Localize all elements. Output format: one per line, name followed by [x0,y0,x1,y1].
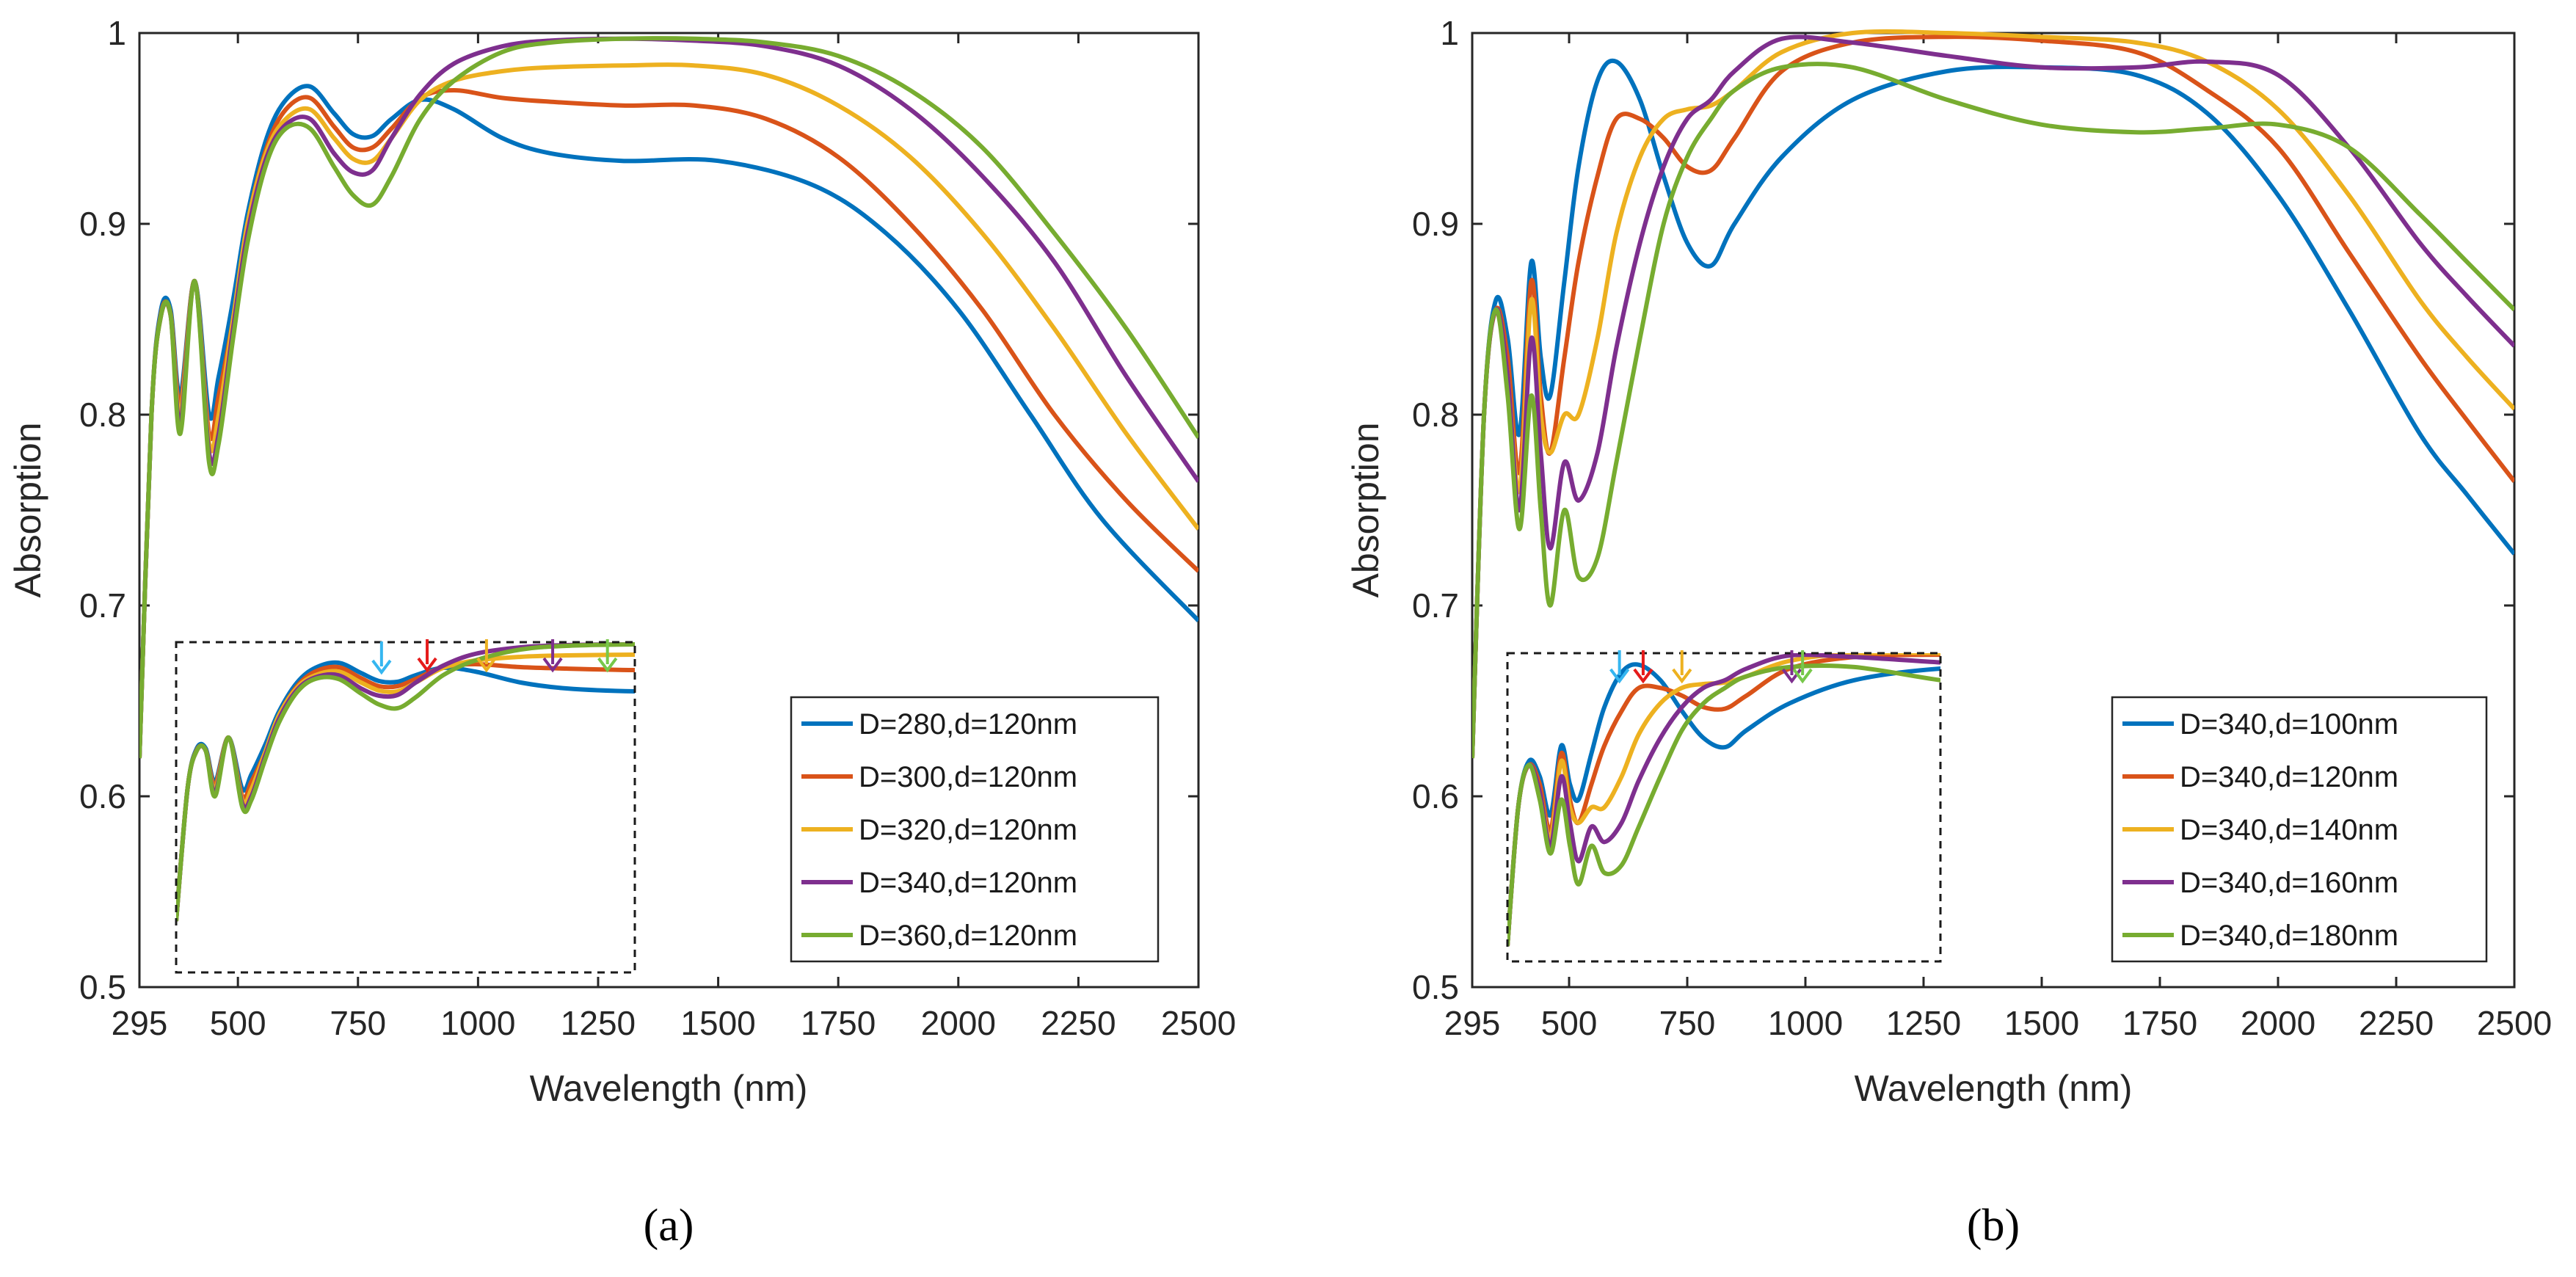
x-tick-label: 2000 [2241,1004,2315,1042]
y-axis-label: Absorption [7,422,48,597]
peak-arrow-1 [1609,650,1630,684]
peak-arrow-5 [1792,650,1813,684]
peak-arrow-head [542,657,563,673]
x-axis-label: Wavelength (nm) [530,1068,808,1109]
x-tick-label: 295 [1444,1004,1501,1042]
panel-caption: (b) [1967,1201,2020,1251]
peak-arrow-head [1609,668,1630,684]
peak-arrow-head [1792,668,1813,684]
x-tick-label: 1000 [440,1004,515,1042]
legend-label-5: D=340,d=180nm [2180,920,2398,952]
y-tick-label: 0.7 [79,586,126,625]
x-tick-label: 2500 [2477,1004,2552,1042]
peak-arrow-3 [476,639,497,673]
panel-b-chart: 295 500 750 1000 1250 1500 1750 2000 2250 2500 0.5… [1345,14,2552,1251]
y-tick-label: 0.5 [1412,968,1459,1006]
series-line-5 [139,36,1198,759]
x-tick-label: 1750 [801,1004,876,1042]
x-tick-label: 2250 [1041,1004,1116,1042]
y-tick-label: 1 [1440,14,1459,52]
inset-dashed-border [1506,652,1942,963]
series-line-1 [1472,58,2514,759]
inset-lines [1507,653,1940,947]
y-tick-label: 0.6 [79,777,126,815]
peak-arrow-head [1633,668,1653,684]
panel-caption: (a) [644,1201,694,1251]
x-tick-label: 750 [1659,1004,1716,1042]
peak-arrow-head [371,659,392,675]
x-tick-label: 1500 [2004,1004,2079,1042]
y-tick-label: 1 [107,14,126,52]
legend-label-5: D=360,d=120nm [859,920,1077,952]
y-tick-label: 0.8 [79,396,126,434]
x-tick-label: 2250 [2359,1004,2434,1042]
x-axis-label: Wavelength (nm) [1855,1068,2133,1109]
x-tick-label: 2000 [921,1004,996,1042]
legend-label-4: D=340,d=120nm [859,867,1077,899]
legend-box [2111,696,2488,963]
peak-arrow-4 [542,639,563,673]
x-tick-label: 500 [210,1004,266,1042]
peak-arrow-head [417,657,437,673]
inset-dashed-border [175,641,636,974]
inset-background [176,642,635,972]
legend-label-3: D=340,d=140nm [2180,814,2398,846]
legend-label-1: D=340,d=100nm [2180,708,2398,741]
x-tick-label: 750 [330,1004,386,1042]
legend-label-2: D=340,d=120nm [2180,761,2398,793]
series-lines [1472,29,2514,759]
x-tick-label: 1500 [680,1004,755,1042]
x-tick-label: 1250 [1886,1004,1961,1042]
peak-arrow-3 [1672,650,1692,684]
y-tick-label: 0.9 [79,205,126,243]
x-tick-label: 295 [112,1004,168,1042]
legend-label-2: D=300,d=120nm [859,761,1077,793]
y-tick-label: 0.7 [1412,586,1459,625]
x-tick-label: 1000 [1768,1004,1843,1042]
x-tick-label: 1750 [2122,1004,2197,1042]
inset-lines [176,642,635,922]
y-axis-label: Absorption [1345,422,1386,597]
peak-arrow-head [476,657,497,673]
legend: D=340,d=100nm D=340,d=120nm D=340,d=140nm D… [2111,696,2488,963]
x-tick-label: 500 [1541,1004,1598,1042]
y-tick-label: 0.5 [79,968,126,1006]
peak-arrow-2 [1633,650,1653,684]
legend-label-3: D=320,d=120nm [859,814,1077,846]
peak-arrow-head [597,657,618,673]
x-tick-label: 2500 [1161,1004,1236,1042]
peak-arrow-2 [417,639,437,673]
peak-arrow-5 [597,639,618,673]
inset-series-line-5 [1507,663,1940,947]
legend: D=280,d=120nm D=300,d=120nm D=320,d=120nm D… [790,696,1160,963]
x-tick-label: 1250 [561,1004,636,1042]
y-tick-label: 0.8 [1412,396,1459,434]
inset-background [1507,653,1940,961]
series-lines [139,36,1198,759]
y-tick-label: 0.6 [1412,777,1459,815]
y-tick-label: 0.9 [1412,205,1459,243]
plot-frame [138,32,1200,989]
panel-a-chart: 295 500 750 1000 1250 1500 1750 2000 2250 2500 0.5… [7,14,1236,1251]
series-line-5 [1472,62,2514,759]
peak-arrow-1 [371,641,392,675]
legend-label-1: D=280,d=120nm [859,708,1077,741]
legend-label-4: D=340,d=160nm [2180,867,2398,899]
inset-series-line-5 [176,642,635,922]
peak-arrow-head [1672,668,1692,684]
